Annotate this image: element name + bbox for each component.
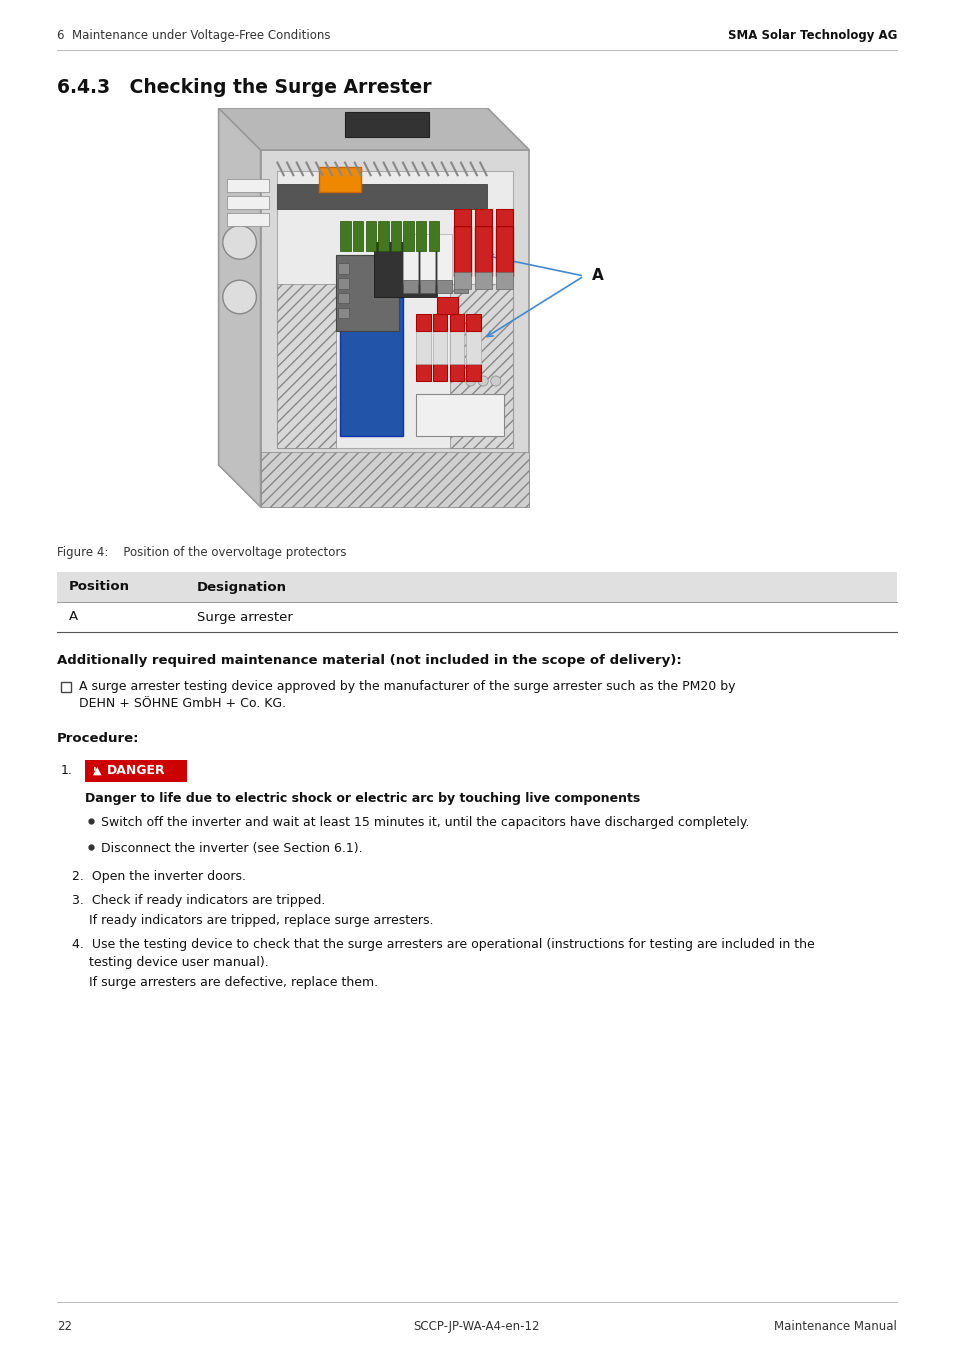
Text: Designation: Designation: [196, 580, 287, 594]
Polygon shape: [475, 225, 491, 275]
Text: A surge arrester testing device approved by the manufacturer of the surge arrest: A surge arrester testing device approved…: [79, 680, 735, 693]
Polygon shape: [416, 394, 504, 436]
Polygon shape: [260, 150, 529, 508]
Text: Figure 4:    Position of the overvoltage protectors: Figure 4: Position of the overvoltage pr…: [57, 545, 346, 559]
Text: Maintenance Manual: Maintenance Manual: [773, 1320, 896, 1332]
Polygon shape: [466, 364, 480, 381]
Polygon shape: [277, 184, 487, 209]
Text: A: A: [592, 269, 603, 284]
Polygon shape: [374, 243, 436, 297]
Polygon shape: [433, 313, 447, 331]
Text: Danger to life due to electric shock or electric arc by touching live components: Danger to life due to electric shock or …: [85, 792, 639, 805]
Polygon shape: [277, 285, 335, 448]
Polygon shape: [416, 221, 426, 251]
Polygon shape: [454, 234, 468, 285]
Text: 2.  Open the inverter doors.: 2. Open the inverter doors.: [71, 869, 246, 883]
Text: If surge arresters are defective, replace them.: If surge arresters are defective, replac…: [89, 976, 377, 990]
Circle shape: [490, 375, 500, 386]
Polygon shape: [416, 364, 430, 381]
Text: DANGER: DANGER: [107, 764, 166, 778]
Text: Switch off the inverter and wait at least 15 minutes it, until the capacitors ha: Switch off the inverter and wait at leas…: [101, 815, 749, 829]
Polygon shape: [353, 221, 363, 251]
Text: 3.  Check if ready indicators are tripped.: 3. Check if ready indicators are tripped…: [71, 894, 325, 907]
Polygon shape: [403, 221, 414, 251]
Polygon shape: [496, 209, 512, 225]
Text: If ready indicators are tripped, replace surge arresters.: If ready indicators are tripped, replace…: [89, 914, 433, 927]
Polygon shape: [338, 263, 349, 274]
Polygon shape: [338, 308, 349, 319]
Bar: [85, 760, 187, 782]
Bar: [61, 682, 71, 693]
Polygon shape: [403, 281, 417, 293]
Text: 6  Maintenance under Voltage-Free Conditions: 6 Maintenance under Voltage-Free Conditi…: [57, 30, 330, 42]
Polygon shape: [416, 331, 430, 364]
Circle shape: [223, 225, 256, 259]
Polygon shape: [416, 313, 430, 331]
Text: testing device user manual).: testing device user manual).: [89, 956, 269, 969]
Polygon shape: [475, 209, 491, 225]
Polygon shape: [436, 234, 451, 285]
Polygon shape: [433, 331, 447, 364]
Text: ▲: ▲: [92, 765, 101, 776]
Circle shape: [477, 375, 488, 386]
Text: Disconnect the inverter (see Section 6.1).: Disconnect the inverter (see Section 6.1…: [101, 842, 362, 855]
Polygon shape: [227, 213, 269, 225]
Polygon shape: [403, 234, 417, 285]
Polygon shape: [449, 313, 464, 331]
Circle shape: [465, 375, 476, 386]
Polygon shape: [428, 221, 438, 251]
Bar: [57, 572, 896, 602]
Polygon shape: [449, 331, 464, 364]
Polygon shape: [365, 221, 375, 251]
Text: SCCP-JP-WA-A4-en-12: SCCP-JP-WA-A4-en-12: [414, 1320, 539, 1332]
Text: Additionally required maintenance material (not included in the scope of deliver: Additionally required maintenance materi…: [57, 653, 681, 667]
Polygon shape: [335, 255, 398, 331]
Text: 4.  Use the testing device to check that the surge arresters are operational (in: 4. Use the testing device to check that …: [71, 938, 814, 950]
Polygon shape: [449, 285, 512, 448]
Text: 1.: 1.: [61, 764, 72, 776]
Polygon shape: [419, 234, 435, 285]
Polygon shape: [377, 221, 388, 251]
Polygon shape: [436, 297, 457, 313]
Polygon shape: [227, 196, 269, 209]
Polygon shape: [338, 293, 349, 304]
Text: DEHN + SÖHNE GmbH + Co. KG.: DEHN + SÖHNE GmbH + Co. KG.: [79, 697, 286, 710]
Polygon shape: [338, 278, 349, 289]
Text: 6.4.3   Checking the Surge Arrester: 6.4.3 Checking the Surge Arrester: [57, 78, 431, 97]
Polygon shape: [496, 271, 512, 289]
Polygon shape: [419, 281, 435, 293]
Text: SMA Solar Technology AG: SMA Solar Technology AG: [727, 30, 896, 42]
Text: A: A: [69, 610, 78, 624]
Polygon shape: [391, 221, 401, 251]
Polygon shape: [218, 108, 529, 150]
Polygon shape: [277, 171, 512, 448]
Polygon shape: [454, 225, 470, 275]
Polygon shape: [260, 452, 529, 508]
Polygon shape: [344, 112, 428, 138]
Polygon shape: [466, 313, 480, 331]
Polygon shape: [340, 221, 351, 251]
Polygon shape: [319, 167, 361, 192]
Text: !: !: [92, 767, 97, 775]
Polygon shape: [227, 180, 269, 192]
Polygon shape: [475, 271, 491, 289]
Polygon shape: [496, 225, 512, 275]
Polygon shape: [454, 271, 470, 289]
Polygon shape: [433, 364, 447, 381]
Polygon shape: [466, 331, 480, 364]
Polygon shape: [340, 297, 403, 436]
Polygon shape: [436, 281, 451, 293]
Polygon shape: [454, 209, 470, 225]
Circle shape: [223, 281, 256, 313]
Polygon shape: [449, 364, 464, 381]
Text: Procedure:: Procedure:: [57, 732, 139, 745]
Polygon shape: [454, 281, 468, 293]
Text: Surge arrester: Surge arrester: [196, 610, 293, 624]
Text: 22: 22: [57, 1320, 71, 1332]
Polygon shape: [218, 108, 260, 508]
Text: Position: Position: [69, 580, 130, 594]
